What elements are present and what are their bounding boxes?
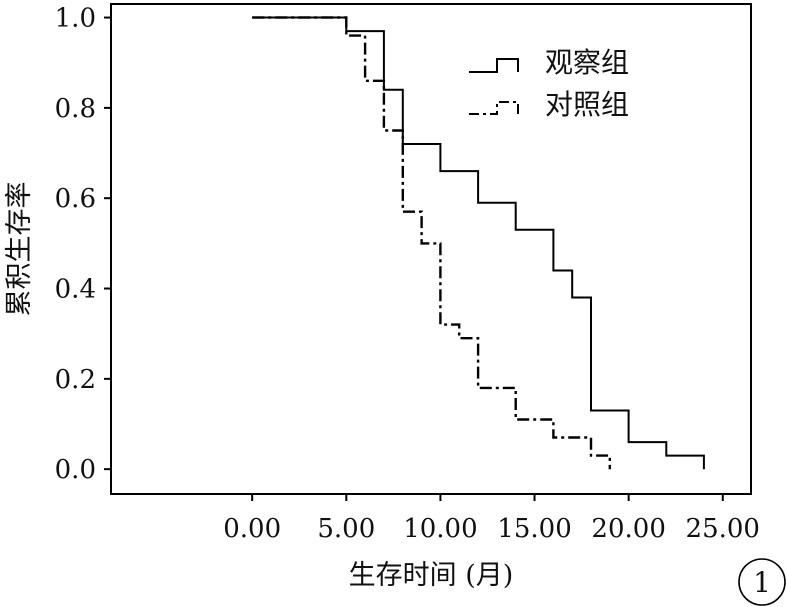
legend-swatch-observation [469,58,519,73]
y-tick-label: 0.4 [55,275,96,305]
y-tick-label: 0.8 [55,94,96,124]
y-tick-label: 0.2 [55,365,96,395]
legend: 观察组 对照组 [469,46,629,121]
panel-label-text: 1 [753,566,771,599]
legend-swatch-control [469,101,519,115]
y-axis-label: 累积生存率 [4,182,35,317]
x-tick-label: 0.00 [223,514,281,544]
axis-ticks: 0.00 5.00 10.00 15.00 20.00 25.00 0.0 0.2 0.4 0.6… [55,4,760,544]
x-tick-label: 25.00 [686,514,760,544]
y-tick-label: 1.0 [55,4,96,34]
legend-label-control: 对照组 [545,88,629,121]
x-tick-label: 15.00 [497,514,571,544]
legend-label-observation: 观察组 [545,46,629,79]
series-lines [252,16,705,470]
x-tick-label: 5.00 [317,514,375,544]
y-tick-label: 0.0 [55,455,96,485]
series-line-control [252,16,611,470]
x-tick-label: 20.00 [591,514,665,544]
y-tick-label: 0.6 [55,184,96,214]
panel-label-circle [738,558,786,606]
x-axis-label: 生存时间 (月) [349,560,514,591]
x-tick-label: 10.00 [403,514,477,544]
series-line-observation [252,16,705,470]
panel-label: 1 [738,558,786,606]
plot-frame [110,3,752,495]
